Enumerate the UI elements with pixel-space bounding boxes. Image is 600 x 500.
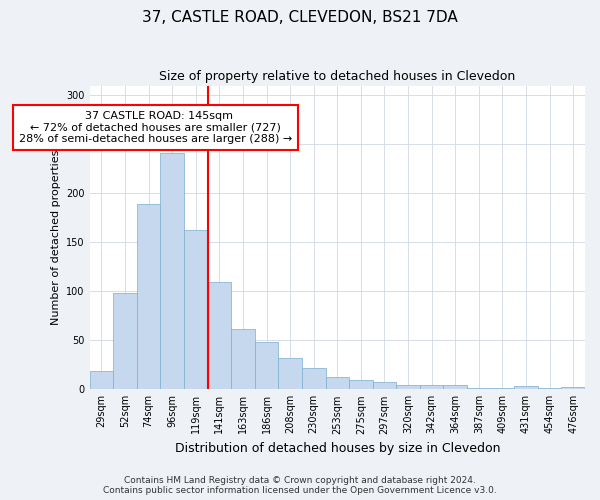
Y-axis label: Number of detached properties: Number of detached properties (50, 150, 61, 325)
Bar (160, 153, 184, 390)
Bar (420, 386, 443, 390)
Text: 37 CASTLE ROAD: 145sqm
← 72% of detached houses are smaller (727)
28% of semi-de: 37 CASTLE ROAD: 145sqm ← 72% of detached… (19, 111, 292, 144)
Bar (443, 386, 467, 390)
Bar (514, 386, 538, 390)
Bar (562, 388, 585, 390)
Bar (137, 204, 160, 390)
Bar (467, 388, 491, 390)
Bar (326, 376, 349, 390)
Bar (349, 380, 373, 390)
Title: Size of property relative to detached houses in Clevedon: Size of property relative to detached ho… (159, 70, 515, 83)
Bar (208, 282, 231, 390)
Bar (113, 294, 137, 390)
X-axis label: Distribution of detached houses by size in Clevedon: Distribution of detached houses by size … (175, 442, 500, 455)
Bar (302, 368, 326, 390)
Bar (278, 358, 302, 390)
Bar (184, 230, 208, 390)
Bar (396, 386, 420, 390)
Bar (231, 328, 255, 390)
Text: 37, CASTLE ROAD, CLEVEDON, BS21 7DA: 37, CASTLE ROAD, CLEVEDON, BS21 7DA (142, 10, 458, 25)
Bar (491, 388, 514, 390)
Bar (373, 382, 396, 390)
Text: Contains HM Land Registry data © Crown copyright and database right 2024.
Contai: Contains HM Land Registry data © Crown c… (103, 476, 497, 495)
Bar (538, 388, 562, 390)
Bar (89, 370, 113, 390)
Bar (255, 342, 278, 390)
